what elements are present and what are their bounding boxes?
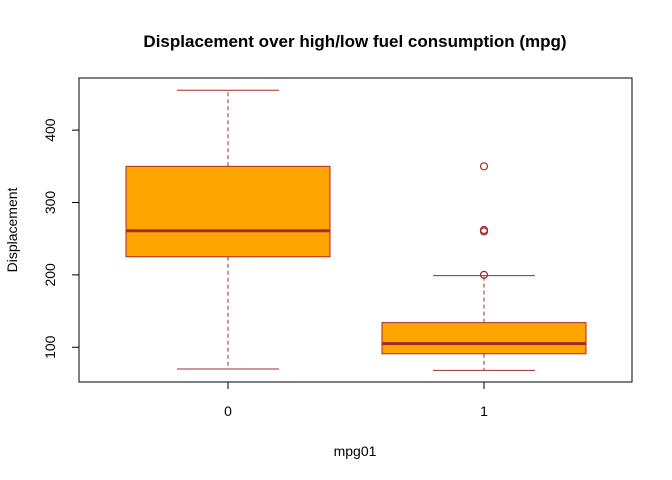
box-iqr <box>125 165 331 258</box>
plot-frame <box>78 77 633 383</box>
y-axis-label: Displacement <box>4 187 20 272</box>
outlier-point <box>479 162 489 171</box>
box-iqr <box>381 322 587 355</box>
y-tick-label: 300 <box>42 191 58 215</box>
chart-title: Displacement over high/low fuel consumpt… <box>143 32 566 51</box>
outlier-point <box>479 270 489 279</box>
y-tick-label: 400 <box>42 118 58 142</box>
outlier-point <box>479 225 489 235</box>
plot-area <box>125 89 587 371</box>
x-axis-label: mpg01 <box>334 443 377 459</box>
x-tick-label: 0 <box>224 403 232 419</box>
y-tick-label: 100 <box>42 335 58 359</box>
x-tick-label: 1 <box>480 403 488 419</box>
box-group-1 <box>381 162 587 371</box>
y-tick-label: 200 <box>42 263 58 287</box>
axes: 100 200 300 400 0 1 <box>42 77 633 419</box>
box-group-0 <box>125 89 331 370</box>
